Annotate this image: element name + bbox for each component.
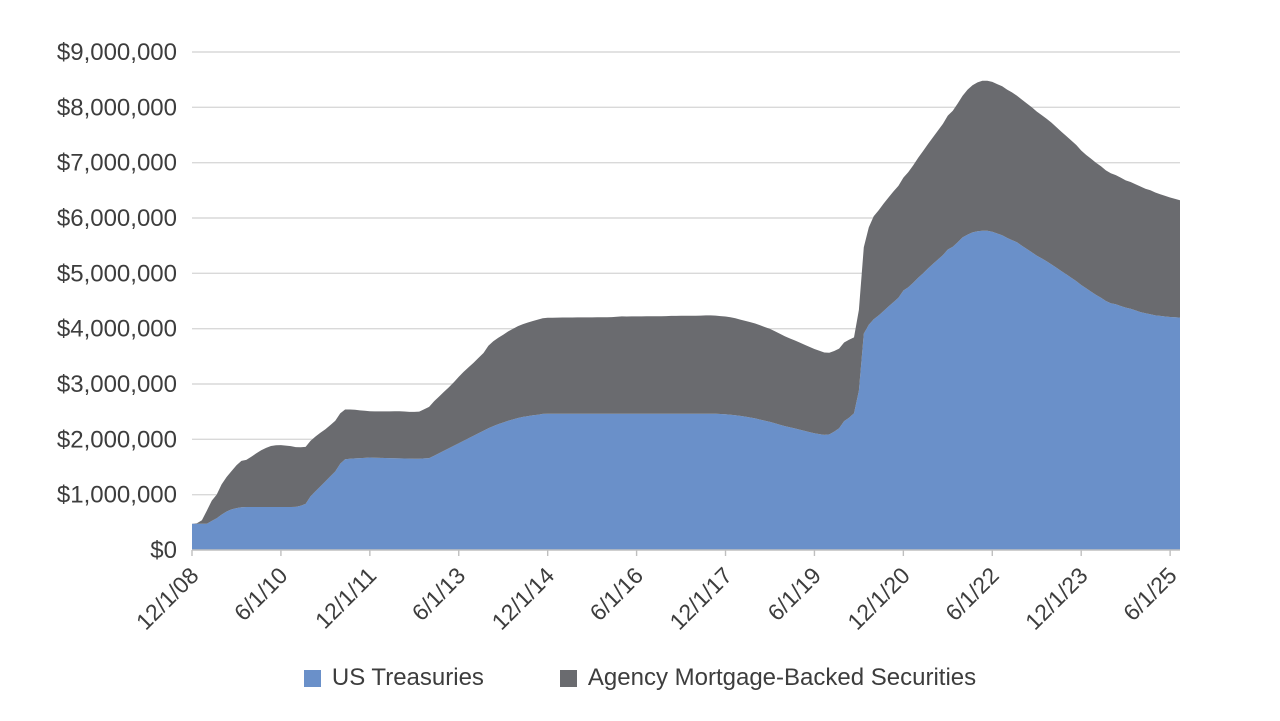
us-treasuries-swatch-icon [303,669,321,687]
us-treasuries-legend-label: US Treasuries [331,664,484,691]
y-axis-tick-label: $7,000,000 [57,150,177,177]
agency-mbs-legend-label: Agency Mortgage-Backed Securities [587,664,977,691]
x-axis-tick-label: 6/1/13 [407,562,471,626]
y-axis-tick-label: $0 [150,537,177,564]
legend-item-agency-mbs: Agency Mortgage-Backed Securities [559,664,977,691]
y-axis-labels: $0 $1,000,000 $2,000,000 $3,000,000 $4,000,0… [57,39,177,564]
chart-legend: US Treasuries Agency Mortgage-Backed Sec… [0,666,1280,690]
us-treasuries-area [192,230,1180,550]
y-axis-tick-label: $8,000,000 [57,94,177,121]
x-axis-tick-label: 6/1/22 [940,562,1004,626]
y-axis-tick-label: $6,000,000 [57,205,177,232]
x-axis-tick-label: 12/1/20 [842,562,915,635]
y-axis-tick-label: $4,000,000 [57,316,177,343]
x-axis-tick-label: 12/1/14 [487,562,560,635]
y-axis-tick-label: $5,000,000 [57,260,177,287]
x-axis-tick-label: 6/1/19 [762,562,826,626]
x-axis-tick-label: 6/1/16 [585,562,649,626]
y-axis-tick-label: $9,000,000 [57,39,177,66]
y-axis-tick-label: $3,000,000 [57,371,177,398]
plot-areas [192,80,1180,550]
x-axis-labels: 12/1/08 6/1/10 12/1/11 6/1/13 12/1/14 6/1/16 1… [131,562,1182,635]
x-axis-tick-label: 6/1/25 [1118,562,1182,626]
legend-item-us-treasuries: US Treasuries [303,664,484,691]
x-axis-tick-label: 12/1/11 [310,562,381,633]
x-axis-tick-label: 6/1/10 [229,562,293,626]
agency-mbs-swatch-icon [559,669,577,687]
y-axis-tick-label: $1,000,000 [57,482,177,509]
x-axis-tick-label: 12/1/23 [1020,562,1093,635]
x-axis [191,549,1180,556]
x-axis-tick-label: 12/1/08 [131,562,204,635]
agency-mbs-area [192,80,1180,524]
x-axis-tick-label: 12/1/17 [664,562,737,635]
y-axis-tick-label: $2,000,000 [57,426,177,453]
